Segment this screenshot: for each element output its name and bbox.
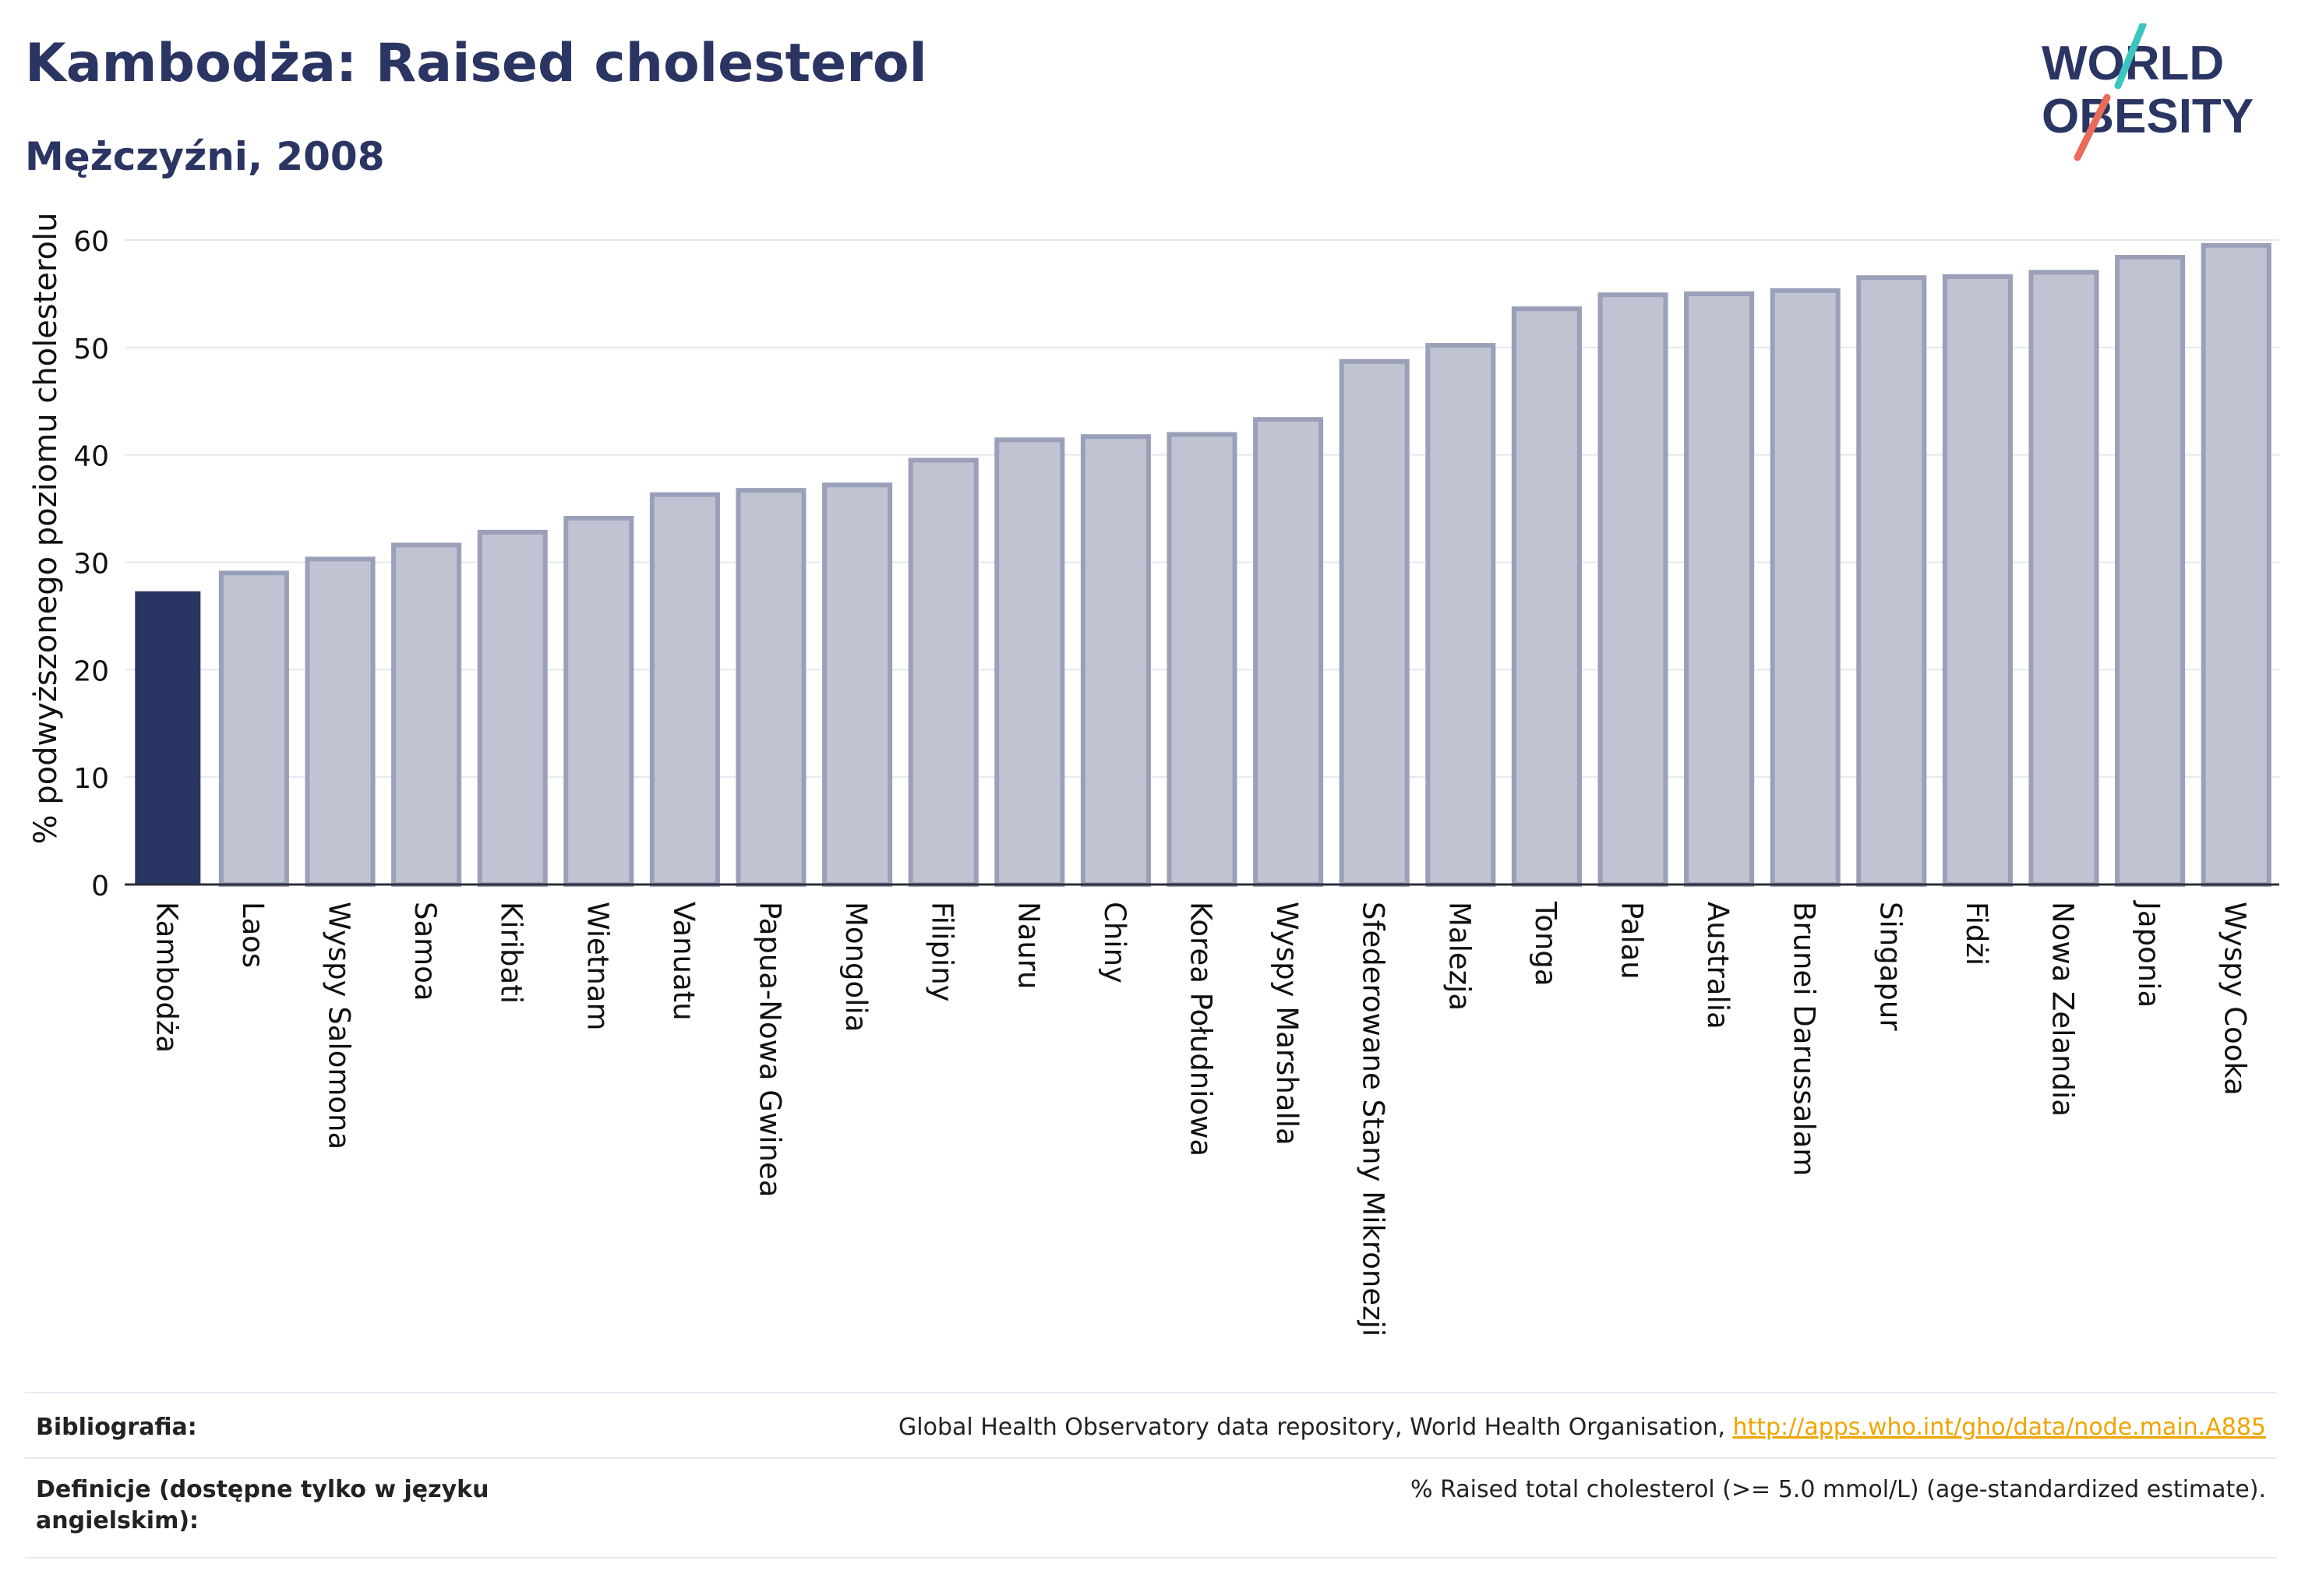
definitions-label-line2: angielskim):	[36, 1507, 199, 1534]
x-tick-label: Nauru	[1011, 902, 1045, 989]
bar	[2115, 255, 2186, 887]
y-tick-label: 40	[73, 441, 109, 473]
bibliography-text: Global Health Observatory data repositor…	[898, 1414, 1733, 1441]
bar	[994, 437, 1065, 887]
x-tick-label: Australia	[1701, 902, 1735, 1029]
x-tick-label: Vanuatu	[667, 902, 701, 1021]
y-tick-label: 10	[73, 763, 109, 795]
bar	[1856, 275, 1927, 888]
bar	[1770, 288, 1841, 887]
x-tick-label: Korea Południowa	[1184, 902, 1218, 1156]
logo-slash-teal	[2114, 23, 2147, 90]
x-tick-label: Palau	[1615, 902, 1649, 980]
y-axis-label: % podwyższonego poziomu cholesterolu	[28, 213, 64, 845]
x-tick-label: Sfederowane Stany Mikronezji	[1357, 902, 1390, 1336]
y-tick-label: 50	[73, 334, 109, 365]
bibliography-label: Bibliografia:	[36, 1414, 197, 1441]
x-tick-label: Mongolia	[839, 902, 873, 1032]
bar	[1597, 292, 1668, 888]
bar	[477, 529, 548, 887]
chart-title: Kambodża: Raised cholesterol	[25, 33, 927, 94]
bibliography-link[interactable]: http://apps.who.int/gho/data/node.main.A…	[1732, 1414, 2266, 1441]
footer-definitions-row: Definicje (dostępne tylko w języku angie…	[25, 1457, 2277, 1559]
bar	[1425, 343, 1496, 887]
x-tick-label: Samoa	[408, 902, 442, 1001]
bar	[563, 515, 634, 887]
logo-text-obesity: OBESITY	[2042, 90, 2254, 143]
bar	[1684, 291, 1755, 887]
x-tick-label: Papua-Nowa Gwinea	[754, 902, 787, 1197]
bar	[822, 482, 893, 887]
y-tick-label: 30	[73, 549, 109, 581]
definitions-value: % Raised total cholesterol (>= 5.0 mmol/…	[1410, 1476, 2266, 1503]
y-tick-label: 20	[73, 655, 109, 687]
y-tick-label: 0	[91, 870, 109, 902]
bar	[649, 492, 720, 887]
x-tick-label: Wyspy Salomona	[323, 902, 356, 1149]
footer-divider	[25, 1557, 2277, 1559]
bar	[2028, 270, 2099, 888]
bar	[135, 591, 201, 885]
bars	[135, 242, 2271, 888]
world-obesity-logo: WORLD OBESITY	[2042, 23, 2254, 161]
x-tick-label: Laos	[236, 902, 270, 968]
bar-chart: 0 10 20 30 40 50 60 Kambodża Laos Wyspy Salomona S…	[28, 213, 2279, 1336]
bar	[1080, 434, 1151, 887]
definitions-label-line1: Definicje (dostępne tylko w języku	[36, 1476, 489, 1503]
bar	[908, 457, 979, 887]
definitions-label: Definicje (dostępne tylko w języku angie…	[36, 1474, 489, 1537]
bar	[305, 556, 376, 887]
x-tick-label: Fidżi	[1960, 902, 1993, 966]
x-tick-label: Singapur	[1873, 902, 1907, 1031]
bar	[736, 488, 807, 887]
x-tick-label: Kiribati	[495, 902, 528, 1004]
bar	[1511, 306, 1582, 888]
footer-bibliography-row: Bibliografia: Global Health Observatory …	[25, 1392, 2277, 1459]
x-tick-label: Tonga	[1529, 901, 1562, 987]
bar	[1339, 358, 1410, 888]
x-tick-label: Wietnam	[581, 902, 614, 1031]
bar	[1253, 417, 1324, 887]
bar	[2201, 242, 2271, 887]
y-tick-label: 60	[73, 226, 109, 258]
x-tick-label: Wyspy Cooka	[2219, 902, 2252, 1096]
x-tick-label: Japonia	[2132, 900, 2166, 1008]
bar	[218, 570, 289, 887]
x-tick-label: Kambodża	[150, 902, 183, 1053]
x-tick-label: Malezja	[1442, 902, 1476, 1011]
x-tick-label: Nowa Zelandia	[2046, 902, 2080, 1117]
x-tick-label: Brunei Darussalam	[1788, 902, 1821, 1176]
chart-subtitle: Mężczyźni, 2008	[25, 134, 385, 179]
x-tick-label: Filipiny	[926, 902, 959, 1002]
x-tick-label: Wyspy Marshalla	[1270, 902, 1304, 1146]
x-tick-label: Chiny	[1098, 902, 1131, 983]
bar	[1167, 432, 1237, 887]
bibliography-value: Global Health Observatory data repositor…	[898, 1412, 2266, 1443]
bar	[1942, 274, 2013, 887]
bar	[391, 542, 462, 887]
logo-slash-coral	[2074, 94, 2111, 161]
axes: 0 10 20 30 40 50 60 Kambodża Laos Wyspy Salomona S…	[73, 226, 2279, 1336]
footer: Bibliografia: Global Health Observatory …	[25, 1392, 2277, 1559]
